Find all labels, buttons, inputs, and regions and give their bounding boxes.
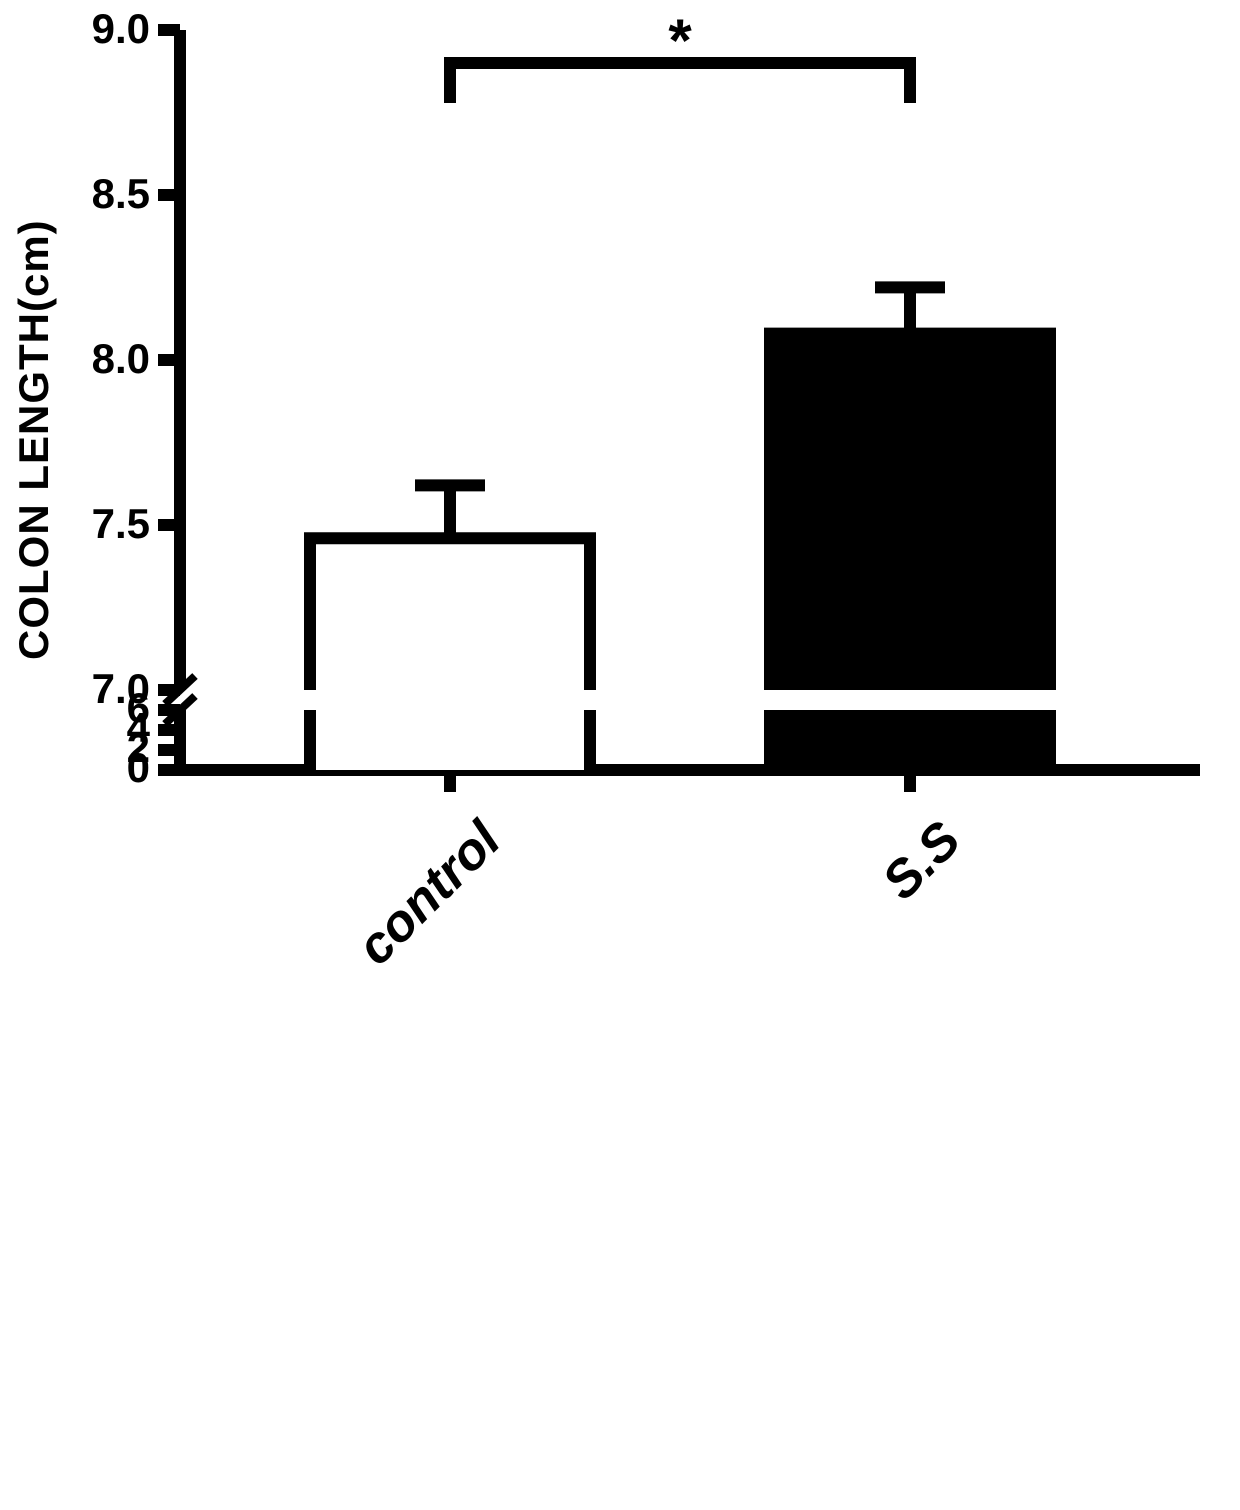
chart-svg: [0, 0, 1240, 981]
y-tick-label: 9.0: [92, 5, 150, 53]
y-tick-label: 6: [127, 684, 150, 732]
significance-marker: *: [650, 6, 710, 75]
colon-length-bar-chart: COLON LENGTH(cm) 7.07.58.08.59.00246cont…: [0, 0, 1240, 981]
y-tick-label: 7.5: [92, 500, 150, 548]
y-tick-label: 8.0: [92, 335, 150, 383]
y-tick-label: 8.5: [92, 170, 150, 218]
y-axis-label: COLON LENGTH(cm): [10, 219, 58, 660]
